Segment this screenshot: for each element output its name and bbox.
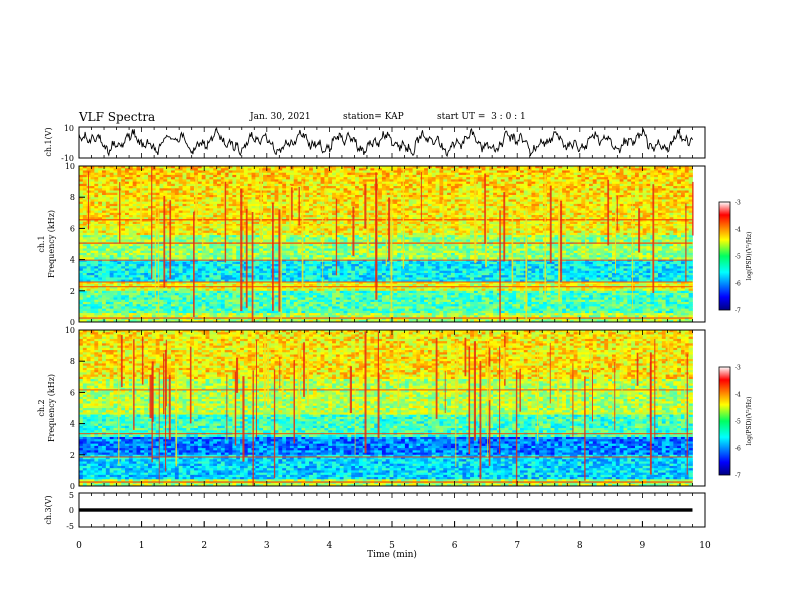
ch3-ylabel: ch.3(V) [44, 495, 53, 524]
ch2-freq-ylabel-a: ch.2 [37, 399, 46, 416]
ch1-freq-ytick-label: 10 [65, 162, 75, 171]
ch1-spectrogram-image [79, 166, 705, 322]
x-tick-label: 1 [139, 541, 145, 551]
ch2-freq-ytick-label: 8 [70, 357, 75, 366]
ch1-ytick-top: 10 [64, 124, 74, 133]
ch1-freq-ytick-label: 6 [70, 224, 75, 233]
ch2-spectrogram-panel: 0 2 4 6 8 10 ch.2 Frequency (kHz) [37, 326, 705, 491]
ch1-freq-ytick-label: 4 [70, 256, 75, 265]
ch2-freq-ytick-label: 4 [70, 420, 75, 429]
ch1-colorbar: -3 -4 -5 -6 -7 log(PSD)(V²/Hz) [719, 200, 753, 315]
ch2-freq-ytick-label: 10 [65, 326, 75, 335]
vlf-spectra-figure: VLF Spectra Jan. 30, 2021 station= KAP s… [0, 0, 792, 612]
ch1-waveform-panel: 10 -10 ch.1(V) [44, 124, 705, 163]
ch3-ytick-bottom: -5 [66, 522, 74, 531]
ch1-ylabel: ch.1(V) [44, 127, 53, 156]
ch1-freq-ylabel-b: Frequency (kHz) [47, 210, 56, 278]
x-tick-label: 6 [452, 541, 458, 551]
ch1-colorbar-tick-label: -4 [735, 227, 741, 234]
ch1-colorbar-tick-label: -5 [735, 254, 741, 261]
ch2-spectrogram-image [79, 330, 705, 486]
ch2-freq-ylabel-b: Frequency (kHz) [47, 374, 56, 442]
ch2-colorbar-tick-label: -6 [735, 446, 741, 453]
ch1-freq-ytick-label: 8 [70, 193, 75, 202]
x-tick-label: 10 [699, 541, 711, 551]
ch2-colorbar-gradient [719, 367, 730, 475]
ch2-colorbar: -3 -4 -5 -6 -7 log(PSD)(V²/Hz) [719, 365, 753, 480]
ch2-colorbar-tick-label: -4 [735, 392, 741, 399]
plot-area: 10 -10 ch.1(V) 0246810 ch.1 Frequency (k… [0, 0, 792, 612]
x-tick-label: 7 [514, 541, 520, 551]
x-tick-label: 2 [201, 541, 207, 551]
x-tick-label: 3 [264, 541, 270, 551]
ch1-colorbar-label: log(PSD)(V²/Hz) [746, 232, 753, 281]
ch2-freq-ytick-label: 6 [70, 388, 75, 397]
ch3-ytick-mid: 0 [69, 506, 74, 515]
ch2-colorbar-tick-label: -5 [735, 419, 741, 426]
ch3-ytick-top: 5 [69, 491, 74, 500]
ch1-freq-ytick-label: 2 [70, 287, 75, 296]
x-tick-label: 8 [577, 541, 583, 551]
x-axis-label: Time (min) [367, 549, 417, 560]
x-tick-label: 9 [640, 541, 646, 551]
ch1-colorbar-tick-label: -6 [735, 281, 741, 288]
ch2-colorbar-tick-label: -7 [735, 473, 741, 480]
x-tick-label: 4 [327, 541, 333, 551]
ch1-colorbar-tick-label: -3 [735, 200, 741, 207]
ch1-freq-ylabel-a: ch.1 [37, 235, 46, 252]
ch1-colorbar-tick-label: -7 [735, 308, 741, 315]
ch2-freq-ytick-label: 2 [70, 451, 75, 460]
ch1-colorbar-gradient [719, 202, 730, 310]
ch3-waveform-panel: 5 0 -5 ch.3(V) 0 1 2 3 4 5 6 7 8 9 10 Time (min) [44, 491, 711, 560]
ch2-colorbar-label: log(PSD)(V²/Hz) [746, 397, 753, 446]
ch3-waveform-band [79, 508, 692, 511]
ch2-colorbar-tick-label: -3 [735, 365, 741, 372]
x-tick-label: 0 [76, 541, 82, 551]
ch2-freq-ytick-label: 0 [70, 482, 75, 491]
